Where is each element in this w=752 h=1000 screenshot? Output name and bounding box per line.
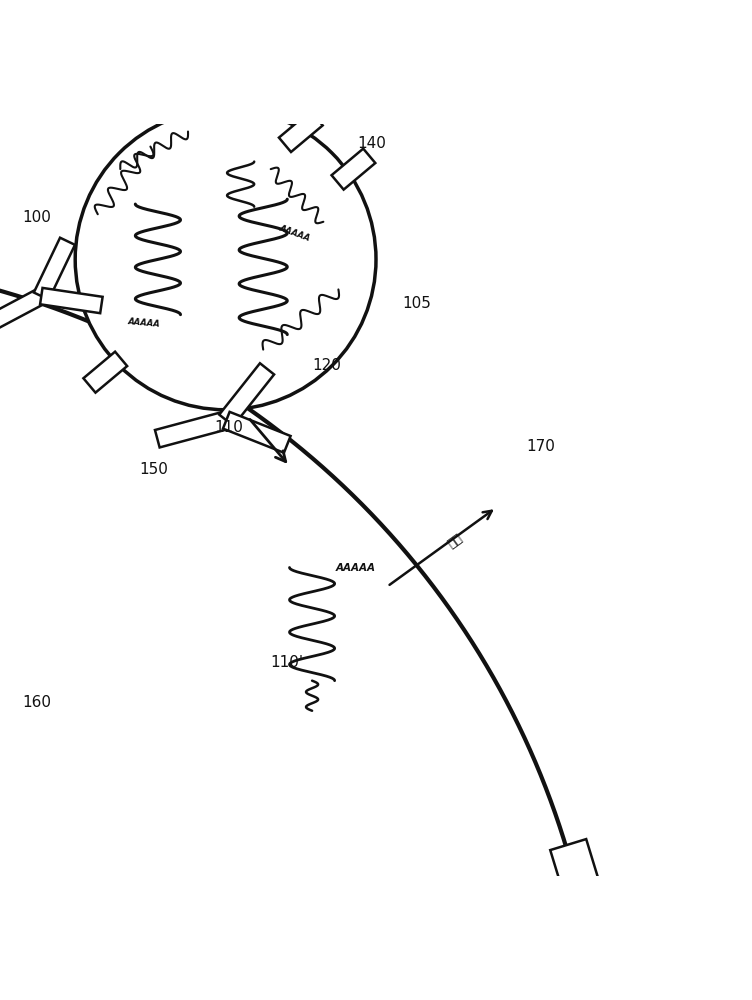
Polygon shape <box>83 352 127 393</box>
Text: AAAAA: AAAAA <box>278 223 312 243</box>
Text: 110': 110' <box>271 655 304 670</box>
Text: 170: 170 <box>526 439 555 454</box>
Text: 120: 120 <box>312 358 341 373</box>
Polygon shape <box>279 111 323 152</box>
Text: AAAAA: AAAAA <box>336 563 376 573</box>
Text: 110: 110 <box>214 420 243 435</box>
Text: 翻译: 翻译 <box>445 531 465 551</box>
Text: AAAAA: AAAAA <box>128 317 161 329</box>
Polygon shape <box>223 412 290 453</box>
Polygon shape <box>550 839 618 954</box>
Polygon shape <box>220 363 274 426</box>
Polygon shape <box>34 238 75 300</box>
Polygon shape <box>0 289 45 333</box>
Polygon shape <box>155 412 229 447</box>
Text: 100: 100 <box>23 210 51 225</box>
Circle shape <box>75 109 376 410</box>
Polygon shape <box>332 149 375 190</box>
Polygon shape <box>40 288 102 313</box>
Text: 150: 150 <box>139 462 168 477</box>
Text: 160: 160 <box>23 695 52 710</box>
Text: 140: 140 <box>357 136 386 151</box>
Text: 105: 105 <box>402 296 431 311</box>
